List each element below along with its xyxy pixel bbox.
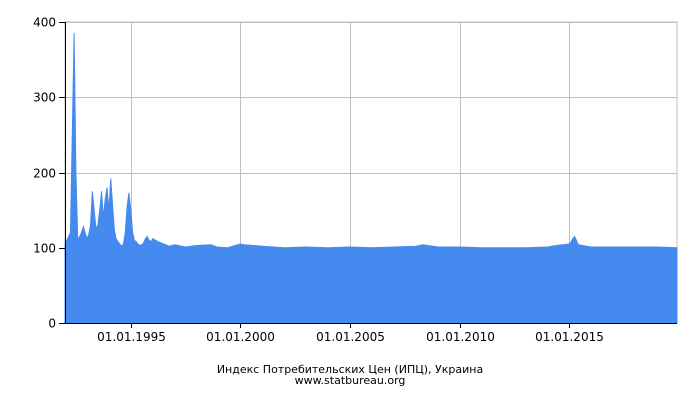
x-tick-label: 01.01.2015 — [535, 330, 604, 344]
x-tick-label: 01.01.2005 — [316, 330, 385, 344]
y-tick-label: 400 — [33, 16, 56, 30]
y-tick-label: 100 — [33, 242, 56, 256]
series-area-layer — [64, 33, 678, 324]
axis-layer — [59, 22, 677, 328]
tick-label-layer: 0 100 200 300 400 01.01.1995 01.01.2000 01.01.2… — [33, 16, 604, 345]
y-tick-label: 200 — [33, 167, 56, 181]
cpi-area-chart: 0 100 200 300 400 01.01.1995 01.01.2000 01.01.2… — [33, 16, 678, 345]
cpi-series-area — [64, 33, 678, 324]
y-tick-label: 0 — [48, 317, 56, 331]
y-tick-label: 300 — [33, 91, 56, 105]
x-tick-label: 01.01.2010 — [426, 330, 495, 344]
x-tick-label: 01.01.2000 — [206, 330, 275, 344]
x-tick-label: 01.01.1995 — [97, 330, 166, 344]
chart-source-link[interactable]: www.statbureau.org — [294, 374, 406, 387]
chart-title: Индекс Потребительских Цен (ИПЦ), Украин… — [216, 363, 484, 376]
